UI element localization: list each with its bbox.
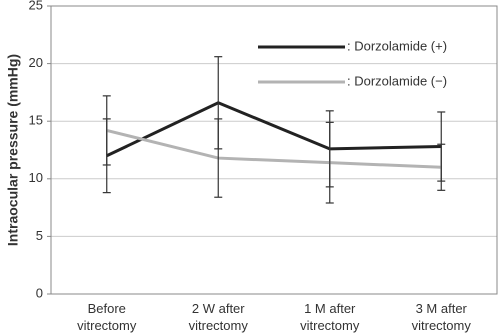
x-tick-label: 3 M after vitrectomy xyxy=(412,301,472,333)
x-tick-label: Before vitrectomy xyxy=(77,301,137,333)
y-tick-label: 25 xyxy=(29,0,43,12)
legend-label: : Dorzolamide (+) xyxy=(347,38,447,53)
y-axis-label: Intraocular pressure (mmHg) xyxy=(5,54,21,246)
plot-frame xyxy=(50,5,498,295)
y-tick-label: 15 xyxy=(29,113,43,128)
series-line xyxy=(106,128,442,169)
x-tick-label: 2 W after vitrectomy xyxy=(189,301,249,333)
legend-label: : Dorzolamide (−) xyxy=(347,73,447,88)
y-tick-label: 20 xyxy=(29,55,43,70)
y-tick-label: 10 xyxy=(29,170,43,185)
x-tick-label: 1 M after vitrectomy xyxy=(300,301,360,333)
y-tick-label: 5 xyxy=(36,228,43,243)
y-tick-label: 0 xyxy=(36,285,43,300)
series-line xyxy=(106,101,442,158)
